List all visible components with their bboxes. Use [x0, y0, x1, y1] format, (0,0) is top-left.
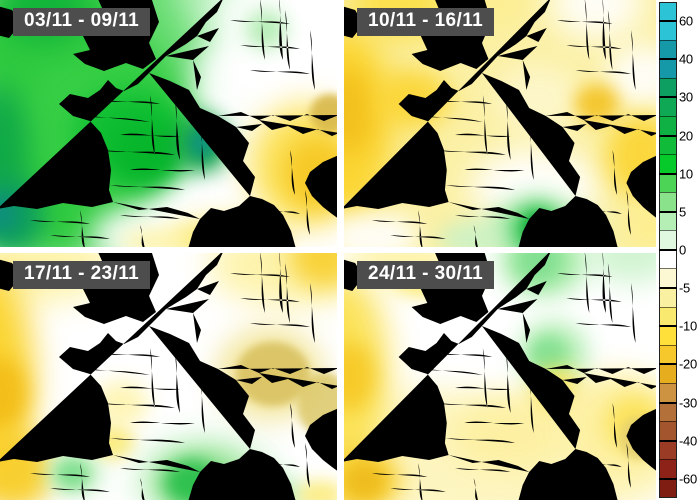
colorbar-segment [660, 116, 676, 136]
colorbar-label: -20 [679, 356, 697, 372]
europe-map-outline [0, 253, 337, 500]
colorbar-segment [660, 97, 676, 117]
colorbar-label: 5 [679, 204, 686, 220]
colorbar-segment [660, 249, 676, 269]
colorbar-segment [660, 363, 676, 383]
colorbar-segment [660, 211, 676, 231]
anomaly-blob [437, 222, 500, 247]
colorbar-segment [660, 420, 676, 440]
colorbar-label: -30 [679, 395, 697, 411]
colorbar-segment [660, 344, 676, 364]
colorbar-label: -5 [679, 280, 690, 296]
colorbar-label: -10 [679, 318, 697, 334]
colorbar-label: 60 [679, 13, 693, 29]
colorbar-label: -40 [679, 433, 697, 449]
date-range-label-week1: 03/11 - 09/11 [13, 8, 151, 36]
colorbar-segment [660, 135, 676, 155]
colorbar-label: 0 [679, 242, 686, 258]
colorbar-label: 40 [679, 51, 693, 67]
colorbar-segment [660, 154, 676, 174]
map-panel-week4: 24/11 - 30/11 [344, 253, 656, 500]
colorbar-segment [660, 40, 676, 60]
colorbar-segment [660, 439, 676, 459]
colorbar-segment [660, 78, 676, 98]
date-range-label-week4: 24/11 - 30/11 [357, 261, 495, 289]
colorbar-segment [660, 401, 676, 421]
colorbar-segment [660, 3, 676, 22]
anomaly-blob [121, 229, 189, 247]
colorbar-segment [660, 192, 676, 212]
colorbar-segment [660, 268, 676, 288]
date-range-label-week2: 10/11 - 16/11 [357, 8, 495, 36]
map-panel-week2: 10/11 - 16/11 [344, 0, 656, 247]
colorbar-label: 30 [679, 89, 693, 105]
europe-map-outline [344, 0, 656, 247]
colorbar-label: -60 [679, 471, 697, 487]
colorbar-segment [660, 382, 676, 402]
colorbar-segment [660, 458, 676, 478]
colorbar-segment [660, 325, 676, 345]
colorbar-segment [660, 59, 676, 79]
colorbar-segment [660, 287, 676, 307]
colorbar [659, 2, 677, 498]
colorbar-label: 10 [679, 166, 693, 182]
colorbar-label: 20 [679, 128, 693, 144]
map-panel-week1: 03/11 - 09/11 [0, 0, 337, 247]
europe-map-outline [344, 253, 656, 500]
colorbar-segment [660, 230, 676, 250]
colorbar-segment [660, 173, 676, 193]
anomaly-blob [111, 123, 186, 188]
colorbar-labels: 60 40 30 20 10 5 0 -5 -10 -20 -30 -40 -60 [679, 2, 700, 498]
colorbar-segment [660, 21, 676, 41]
anomaly-blob [344, 462, 385, 500]
date-range-label-week3: 17/11 - 23/11 [13, 261, 151, 289]
colorbar-segment [660, 306, 676, 326]
colorbar-segment [660, 477, 676, 497]
map-panel-week3: 17/11 - 23/11 [0, 253, 337, 500]
europe-map-outline [0, 0, 337, 247]
anomaly-blob [310, 93, 337, 134]
anomaly-blob [296, 480, 337, 500]
